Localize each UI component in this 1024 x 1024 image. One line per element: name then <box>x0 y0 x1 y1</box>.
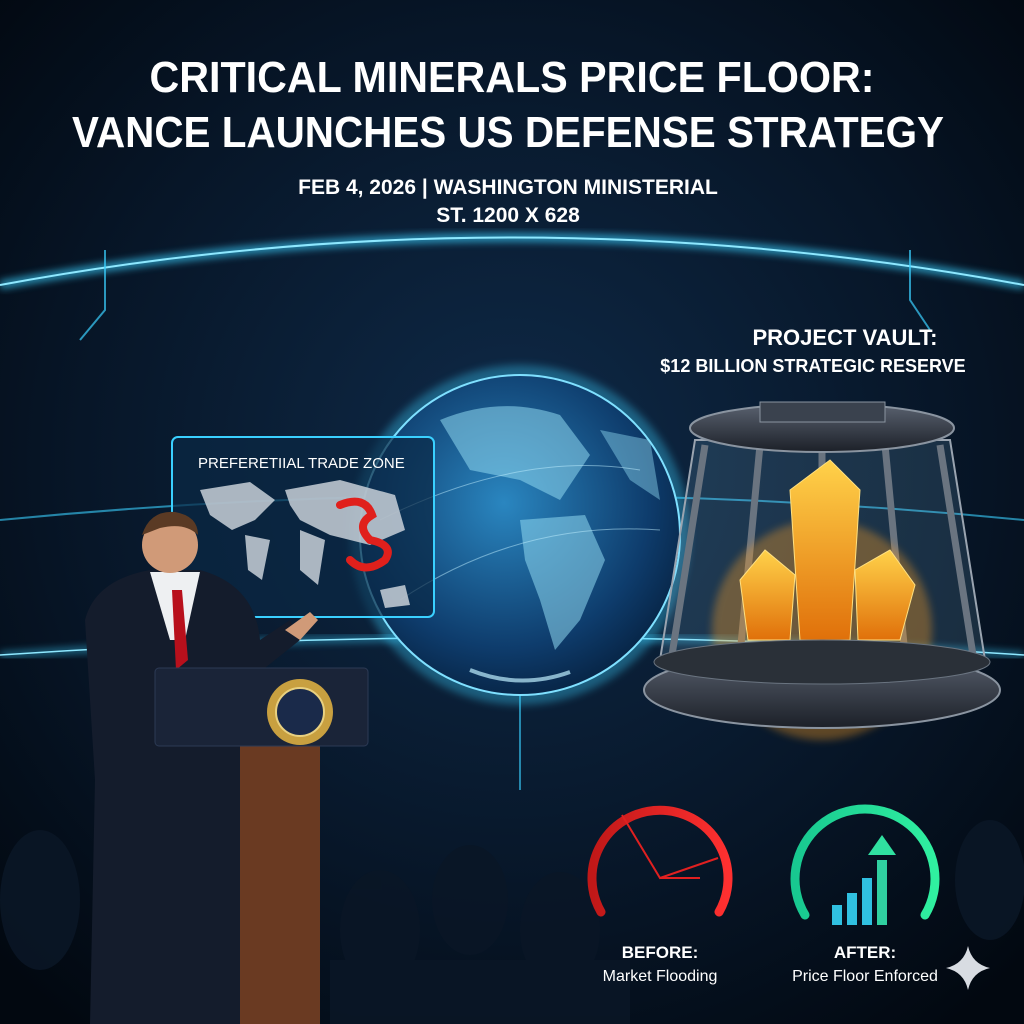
speaker-path <box>142 511 198 535</box>
map-panel-text: PREFERETIIAL TRADE ZONE <box>198 455 405 472</box>
podium <box>154 667 369 1024</box>
gauge-before: BEFORE: Market Flooding <box>587 805 733 985</box>
gauge-after-rect <box>877 860 887 925</box>
gauge-after-rect <box>862 878 872 925</box>
gauge-after-path <box>790 804 940 920</box>
vault-polygon <box>739 549 796 641</box>
header-text: CRITICAL MINERALS PRICE FLOOR: <box>150 53 875 102</box>
vault-text: $12 BILLION STRATEGIC RESERVE <box>660 356 965 376</box>
gauge-before-text: BEFORE: <box>622 943 699 962</box>
audience-rect <box>330 960 630 1024</box>
gauge-after-text: Price Floor Enforced <box>792 968 938 985</box>
vault-ellipse <box>653 639 991 685</box>
header: CRITICAL MINERALS PRICE FLOOR: VANCE LAU… <box>72 53 944 227</box>
audience <box>0 820 1024 1024</box>
header-text: ST. 1200 X 628 <box>436 204 580 227</box>
background-path <box>909 250 931 331</box>
vault-polygon <box>789 459 861 641</box>
speaker-path <box>172 590 188 670</box>
gauge-after-rect <box>847 893 857 925</box>
globe-path <box>469 668 571 683</box>
globe-path <box>520 515 605 650</box>
background-path <box>79 250 106 341</box>
vault-text: PROJECT VAULT: <box>753 325 938 350</box>
gauge-after-path <box>868 835 896 855</box>
podium-rect <box>240 745 320 1024</box>
gauge-before-text: Market Flooding <box>603 968 718 985</box>
header-text: VANCE LAUNCHES US DEFENSE STRATEGY <box>72 108 944 157</box>
speaker-path <box>285 612 318 640</box>
map-panel-path <box>336 497 392 572</box>
globe-path <box>440 406 590 500</box>
map-panel-path <box>200 480 410 608</box>
background-path <box>0 236 1024 286</box>
globe-path <box>600 430 660 500</box>
speaker-circle <box>142 517 198 573</box>
header-text: FEB 4, 2026 | WASHINGTON MINISTERIAL <box>298 176 718 199</box>
sparkle <box>946 946 990 990</box>
podium-rect <box>154 667 369 747</box>
vault: PROJECT VAULT: $12 BILLION STRATEGIC RES… <box>643 325 1001 740</box>
gauge-before-path <box>621 814 719 880</box>
podium-circle <box>275 687 325 737</box>
gauge-before-path <box>587 805 733 917</box>
audience-ellipse <box>432 845 508 955</box>
audience-ellipse <box>520 872 600 988</box>
vault-rect <box>759 401 886 423</box>
vault-polygon <box>854 549 916 641</box>
map-panel: PREFERETIIAL TRADE ZONE <box>171 436 435 618</box>
gauge-after: AFTER: Price Floor Enforced <box>790 804 940 985</box>
audience-ellipse <box>955 820 1024 940</box>
gauge-after-text: AFTER: <box>834 943 896 962</box>
gauge-after-rect <box>832 905 842 925</box>
audience-ellipse <box>0 830 80 970</box>
